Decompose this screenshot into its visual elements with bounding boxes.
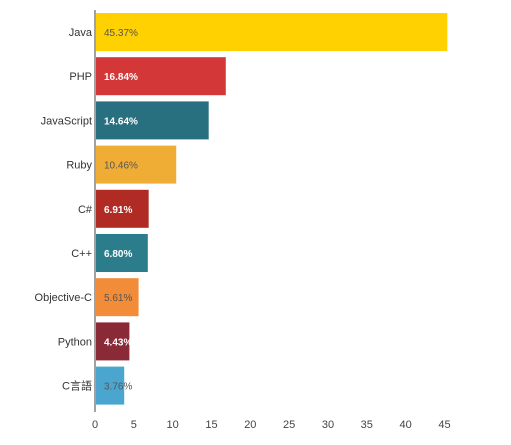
data-label-5: 6.80% [104,249,132,260]
category-label-1: PHP [69,71,92,83]
x-tick-label-9: 45 [438,419,450,431]
bar-2 [96,101,209,140]
bar-4 [96,189,149,228]
category-labels-group: Java PHP JavaScript Ruby C# C++ Objective-C Pyt… [35,27,93,393]
category-label-4: C# [78,204,93,216]
x-tick-label-3: 15 [205,419,217,431]
data-label-1: 16.84% [104,72,138,83]
category-label-5: C++ [71,248,92,260]
bar-3 [96,145,177,184]
data-label-2: 14.64% [104,116,138,127]
x-tick-label-2: 10 [167,419,179,431]
x-tick-label-5: 25 [283,419,295,431]
bar-5 [96,234,148,272]
data-label-3: 10.46% [104,161,138,172]
data-label-6: 5.61% [104,293,132,304]
data-label-8: 3.76% [104,382,132,393]
x-tick-label-1: 5 [131,419,137,431]
x-tick-label-8: 40 [400,419,412,431]
x-tick-label-7: 35 [361,419,373,431]
category-label-2: JavaScript [41,115,92,127]
category-label-6: Objective-C [35,292,93,304]
bar-7 [96,322,130,361]
x-tick-label-0: 0 [92,419,98,431]
category-label-8: C言語 [62,379,92,393]
category-label-0: Java [69,27,93,39]
category-label-7: Python [58,336,92,348]
bar-0 [96,13,448,51]
category-label-3: Ruby [66,160,92,172]
x-tick-labels-group: 0 5 10 15 20 25 30 35 40 45 [92,419,451,431]
bars-group: 45.37% 16.84% 14.64% 10.46% 6.91% 6.80% 5.61% 4… [96,13,448,405]
bar-6 [96,278,139,317]
data-label-4: 6.91% [104,205,132,216]
bar-1 [96,57,226,96]
bar-8 [96,366,125,405]
x-tick-label-4: 20 [244,419,256,431]
data-label-7: 4.43% [104,337,132,348]
x-tick-label-6: 30 [322,419,334,431]
data-label-0: 45.37% [104,28,138,39]
